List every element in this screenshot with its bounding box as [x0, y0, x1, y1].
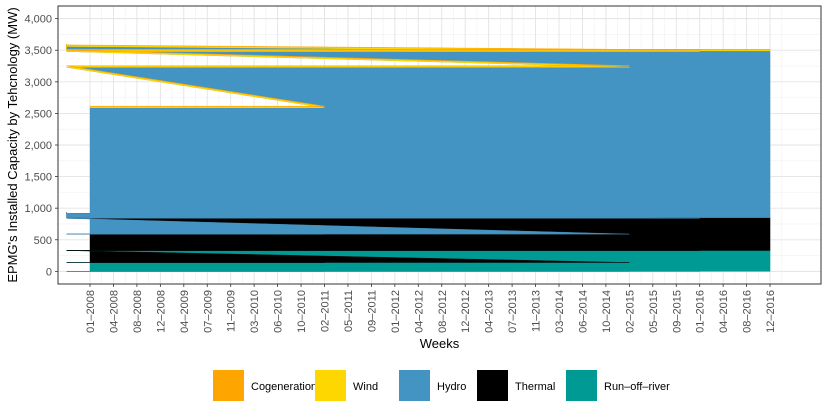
x-tick-label: 11–2013 [531, 290, 543, 332]
y-tick-label: 1,000 [24, 203, 52, 215]
legend: Cogeneration Wind Hydro Thermal Run–off–rive… [213, 370, 670, 401]
y-tick-label: 4,000 [24, 14, 52, 26]
y-tick-label: 0 [46, 266, 52, 278]
thermal-legend-label: Thermal [515, 381, 555, 393]
x-tick-label: 04–2009 [179, 290, 191, 333]
x-tick-label: 04–2016 [718, 290, 730, 333]
y-tick-label: 2,000 [24, 140, 52, 152]
x-tick-label: 08–2016 [742, 290, 754, 333]
wind-legend-key [315, 370, 346, 401]
x-axis-title: Weeks [420, 336, 460, 351]
x-tick-label: 01–2008 [85, 290, 97, 333]
y-tick-label: 500 [34, 235, 52, 247]
x-tick-label: 12–2012 [460, 290, 472, 333]
x-tick-label: 04–2012 [413, 290, 425, 333]
x-tick-label: 10–2010 [296, 290, 308, 333]
x-tick-label: 06–2010 [273, 290, 285, 333]
x-tick-label: 06–2014 [577, 290, 589, 333]
x-tick-label: 02–2011 [320, 290, 332, 332]
y-tick-label: 1,500 [24, 172, 52, 184]
cogeneration-legend-key [213, 370, 244, 401]
hydro-legend-key [399, 370, 430, 401]
x-tick-label: 05–2015 [648, 290, 660, 333]
run-off-river-legend-label: Run–off–river [604, 381, 670, 393]
x-tick-label: 01–2016 [695, 290, 707, 333]
x-tick-label: 09–2011 [366, 290, 378, 332]
x-tick-label: 07–2013 [507, 290, 519, 333]
y-axis: 0 500 1,000 1,500 2,000 2,500 3,000 3,500 4,000 [24, 14, 58, 278]
thermal-legend-key [477, 370, 508, 401]
hydro-area [66, 45, 771, 235]
x-tick-label: 12–2016 [765, 290, 777, 333]
x-tick-label: 01–2012 [390, 290, 402, 333]
y-tick-label: 3,000 [24, 77, 52, 89]
x-tick-label: 12–2008 [155, 290, 167, 333]
y-tick-label: 3,500 [24, 45, 52, 57]
wind-legend-label: Wind [353, 381, 378, 393]
run-off-river-legend-key [566, 370, 597, 401]
y-axis-title: EPMG's Installed Capacity by Tehcnology … [5, 7, 20, 282]
stacked-areas [66, 43, 771, 272]
cogeneration-legend-label: Cogeneration [251, 381, 317, 393]
x-tick-label: 03–2014 [554, 290, 566, 333]
x-axis: 01–2008 04–2008 08–2008 12–2008 04–2009 07–20… [85, 284, 777, 333]
x-tick-label: 10–2014 [601, 290, 613, 333]
x-tick-label: 08–2008 [132, 290, 144, 333]
x-tick-label: 11–2009 [226, 290, 238, 332]
x-tick-label: 05–2011 [343, 290, 355, 332]
x-tick-label: 09–2015 [671, 290, 683, 333]
x-tick-label: 03–2010 [249, 290, 261, 333]
x-tick-label: 04–2008 [108, 290, 120, 333]
x-tick-label: 08–2012 [437, 290, 449, 333]
y-tick-label: 2,500 [24, 108, 52, 120]
x-tick-label: 04–2013 [484, 290, 496, 333]
x-tick-label: 07–2009 [202, 290, 214, 333]
hydro-legend-label: Hydro [437, 381, 466, 393]
cogeneration-area [66, 43, 771, 107]
x-tick-label: 02–2015 [624, 290, 636, 333]
